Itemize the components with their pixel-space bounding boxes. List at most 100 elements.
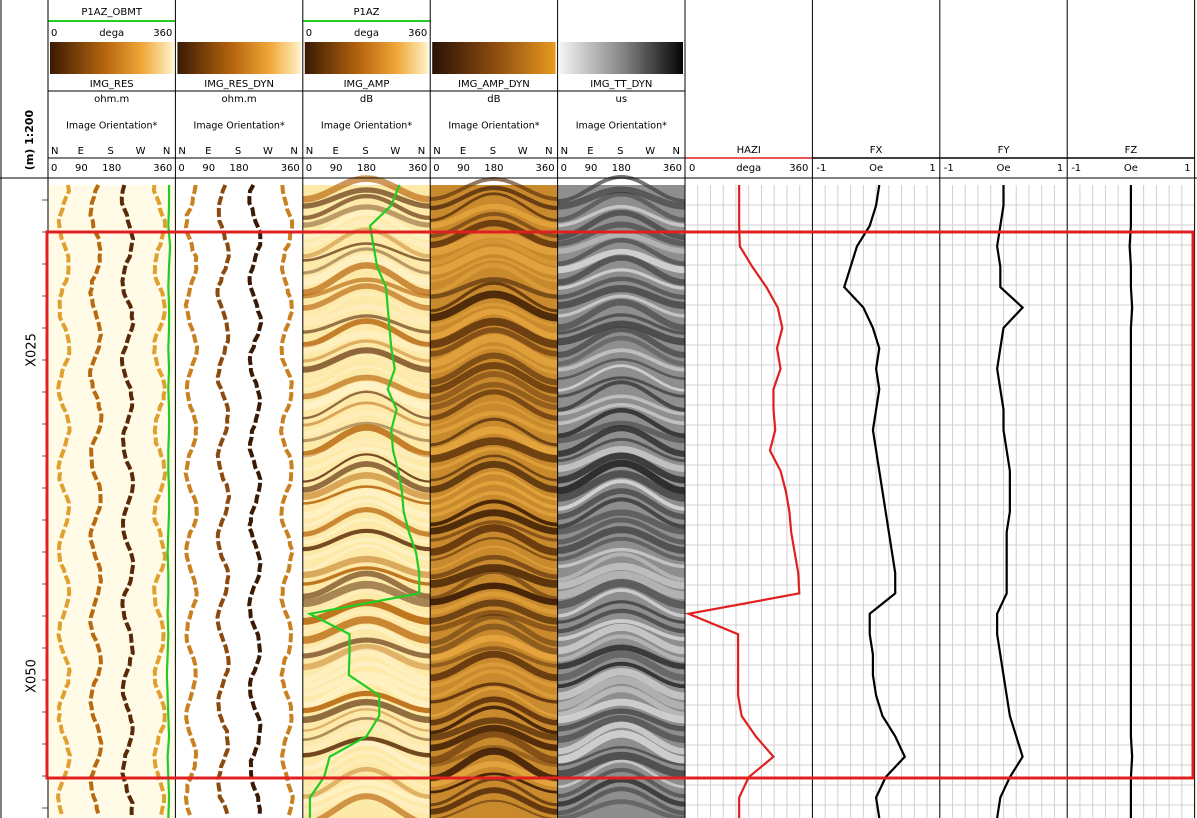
image-name: IMG_TT_DYN [590, 79, 652, 90]
image-feature [430, 491, 558, 517]
image-name: IMG_AMP [344, 79, 390, 90]
image-feature [557, 588, 686, 618]
image-unit: dB [487, 94, 500, 105]
image-feature [302, 401, 431, 427]
image-feature [557, 562, 686, 590]
colorbar [432, 42, 556, 74]
image-feature [557, 394, 686, 416]
azimuth-tick: 90 [330, 163, 343, 174]
image-feature [302, 488, 431, 520]
image-feature [557, 276, 686, 300]
image-feature [302, 461, 431, 493]
azimuth-letter: W [136, 146, 146, 157]
azimuth-letter: W [390, 146, 400, 157]
image-feature [430, 281, 558, 313]
image-feature [430, 447, 558, 471]
image-feature [429, 437, 558, 463]
azimuth-tick: 180 [230, 163, 249, 174]
image-feature [430, 744, 558, 767]
curve-unit: Oe [1124, 163, 1138, 174]
curve-unit: dega [99, 28, 124, 39]
image-feature [430, 520, 558, 542]
image-name: IMG_RES [90, 79, 134, 90]
azimuth-letter: S [235, 146, 241, 157]
image-name: IMG_AMP_DYN [458, 79, 530, 90]
image-feature [429, 623, 558, 655]
image-orientation: Image Orientation* [66, 121, 157, 132]
curve-max: 360 [789, 163, 808, 174]
image-feature [302, 544, 431, 572]
curve-unit: dega [354, 28, 379, 39]
image-feature [557, 634, 686, 662]
image-feature [302, 498, 431, 528]
azimuth-letter: N [290, 146, 297, 157]
image-feature [302, 381, 431, 411]
image-feature [557, 254, 686, 286]
image-feature [429, 230, 558, 256]
image-feature [246, 184, 264, 816]
image-feature [430, 410, 558, 435]
image-orientation: Image Orientation* [321, 121, 412, 132]
image-feature [557, 536, 686, 562]
image-feature [430, 176, 558, 202]
image-feature [557, 730, 686, 764]
azimuth-letter: N [178, 146, 185, 157]
image-feature [430, 717, 558, 741]
image-feature [557, 618, 686, 642]
image-feature [557, 488, 686, 520]
image-feature [430, 454, 558, 482]
image-feature [429, 426, 558, 456]
image-feature [430, 277, 558, 299]
image-unit: us [616, 94, 628, 105]
image-feature [557, 348, 686, 372]
image-feature [430, 564, 558, 588]
image-feature [302, 472, 431, 500]
curve-name: FX [870, 145, 883, 156]
image-feature [430, 669, 558, 699]
azimuth-tick: 360 [536, 163, 555, 174]
image-feature [430, 662, 558, 688]
image-feature [557, 509, 686, 535]
image-feature [302, 277, 431, 299]
image-feature [302, 677, 431, 709]
image-feature [557, 437, 686, 463]
image-feature [557, 325, 686, 359]
image-feature [430, 185, 558, 211]
image-feature [302, 227, 431, 259]
azimuth-letter: S [362, 146, 368, 157]
image-feature [302, 736, 431, 758]
image-feature [302, 347, 431, 373]
curve-unit: Oe [996, 163, 1010, 174]
image-feature [302, 193, 431, 221]
image-feature [557, 686, 686, 718]
image-feature [302, 788, 431, 814]
image-feature [429, 747, 558, 783]
curve-min: -1 [816, 163, 826, 174]
image-feature [302, 453, 431, 483]
image-feature [557, 698, 686, 724]
image-feature [430, 634, 558, 662]
image-feature [429, 352, 558, 386]
curve-name: HAZI [737, 145, 761, 156]
depth-label: X025 [25, 333, 40, 367]
image-feature [557, 364, 686, 392]
image-feature [557, 248, 686, 274]
image-feature [429, 327, 558, 357]
image-feature [278, 184, 295, 816]
curve-max: 1 [929, 163, 935, 174]
azimuth-tick: 360 [408, 163, 427, 174]
image-feature [557, 191, 686, 223]
image-feature [302, 438, 431, 462]
image-feature [302, 339, 431, 363]
image-feature [151, 184, 168, 816]
image-feature [557, 517, 686, 545]
azimuth-letter: E [460, 146, 466, 157]
curve [306, 184, 421, 818]
image-feature [430, 238, 558, 266]
image-feature [557, 579, 686, 609]
image-feature [302, 671, 431, 697]
curve-min: 0 [51, 28, 57, 39]
azimuth-letter: N [51, 146, 58, 157]
azimuth-letter: N [545, 146, 552, 157]
azimuth-letter: E [78, 146, 84, 157]
